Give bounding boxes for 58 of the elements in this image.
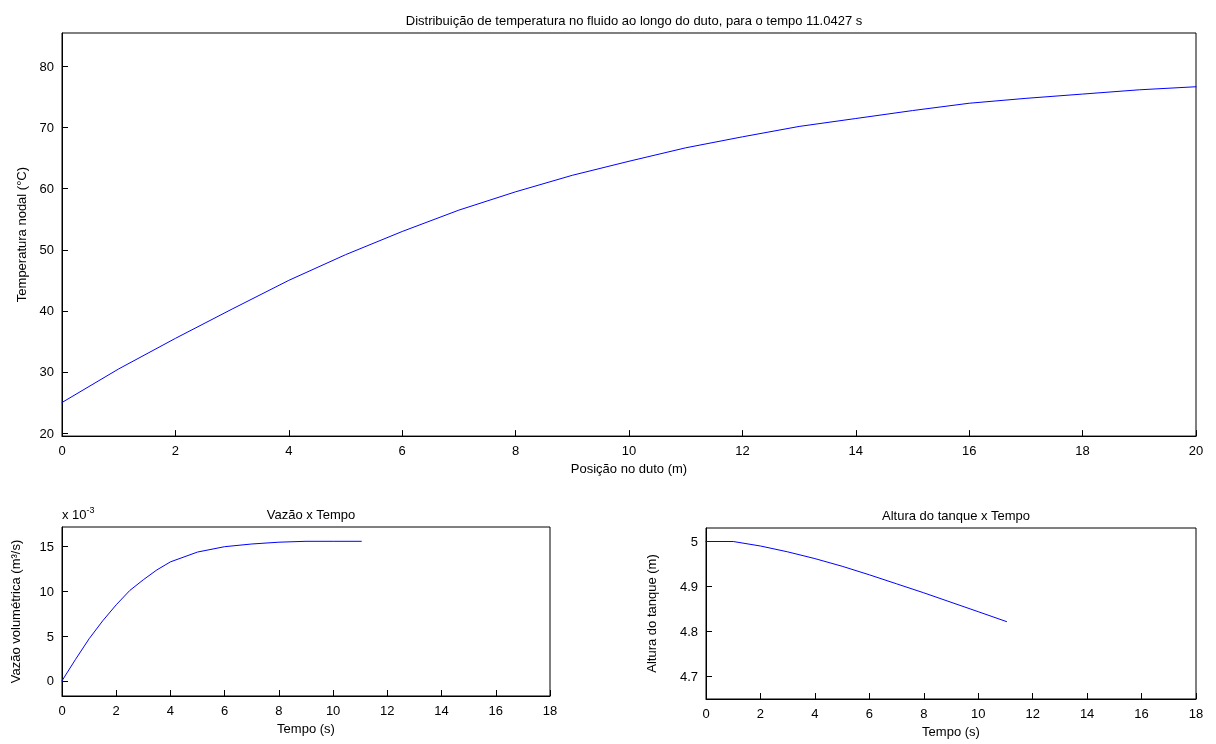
x-tick-label: 16 [1134, 706, 1149, 721]
y-tick-label: 40 [39, 303, 54, 319]
x-tick-label: 8 [275, 703, 283, 718]
y-tick-label: 70 [39, 120, 54, 136]
x-tick-label: 12 [1025, 706, 1040, 721]
x-tick-label: 18 [1075, 443, 1090, 459]
x-tick-label: 14 [434, 703, 449, 718]
x-tick-label: 4 [166, 703, 175, 718]
x-tick-label: 8 [511, 443, 520, 459]
y-tick-label: 0 [46, 673, 54, 689]
y-tick-label: 4.8 [679, 624, 698, 639]
x-tick-label: 6 [398, 443, 406, 459]
line-series [705, 541, 1008, 623]
x-tick-label: 16 [961, 443, 977, 459]
y-tick-label: 10 [39, 583, 54, 599]
y-tick-label: 5 [46, 628, 54, 644]
x-tick-label: 6 [865, 706, 873, 721]
x-tick-label: 12 [735, 443, 750, 459]
x-tick-label: 0 [58, 443, 66, 459]
x-axis-title: Posição no duto (m) [570, 461, 688, 476]
x-axis-title: Tempo (s) [922, 723, 980, 739]
x-tick-label: 10 [325, 703, 341, 718]
y-axis-title: Altura do tanque (m) [644, 554, 659, 673]
x-tick-label: 0 [702, 706, 710, 721]
chart-title: Vazão x Tempo [266, 507, 356, 522]
x-tick-label: 10 [970, 706, 986, 721]
x-axis-title: Tempo (s) [277, 720, 335, 736]
y-tick-label: 20 [39, 425, 54, 441]
x-tick-label: 4 [811, 706, 819, 721]
x-tick-label: 8 [920, 706, 928, 721]
y-axis-title: Vazão volumétrica (m³/s) [8, 539, 23, 684]
x-tick-label: 0 [58, 703, 66, 718]
x-tick-label: 20 [1188, 443, 1204, 459]
y-tick-label: 60 [39, 181, 54, 197]
x-tick-label: 16 [488, 703, 504, 718]
chart-title: Altura do tanque x Tempo [882, 508, 1030, 523]
x-tick-label: 18 [1188, 706, 1204, 721]
y-tick-label: 5 [690, 534, 698, 549]
y-axis-title: Temperatura nodal (°C) [14, 166, 29, 303]
line-series [61, 86, 1197, 404]
y-tick-label: 15 [39, 539, 54, 555]
x-tick-label: 2 [171, 443, 180, 459]
y-tick-label: 50 [39, 242, 54, 258]
x-tick-label: 10 [621, 443, 637, 459]
line-series [61, 540, 362, 682]
x-tick-label: 6 [221, 703, 229, 718]
y-tick-label: 4.9 [679, 579, 698, 594]
y-tick-label: 4.7 [679, 669, 698, 684]
x-tick-label: 2 [756, 706, 765, 721]
x-tick-label: 14 [848, 443, 864, 459]
y-tick-label: 30 [39, 364, 54, 380]
x-tick-label: 12 [380, 703, 395, 718]
chart-title: Distribuição de temperatura no fluido ao longo do duto, para o tempo 11.0427 s [405, 13, 863, 28]
x-tick-label: 18 [542, 703, 558, 718]
x-tick-label: 14 [1079, 706, 1095, 721]
x-tick-label: 2 [112, 703, 120, 718]
y-tick-label: 80 [39, 59, 54, 75]
x-tick-label: 4 [285, 443, 293, 459]
